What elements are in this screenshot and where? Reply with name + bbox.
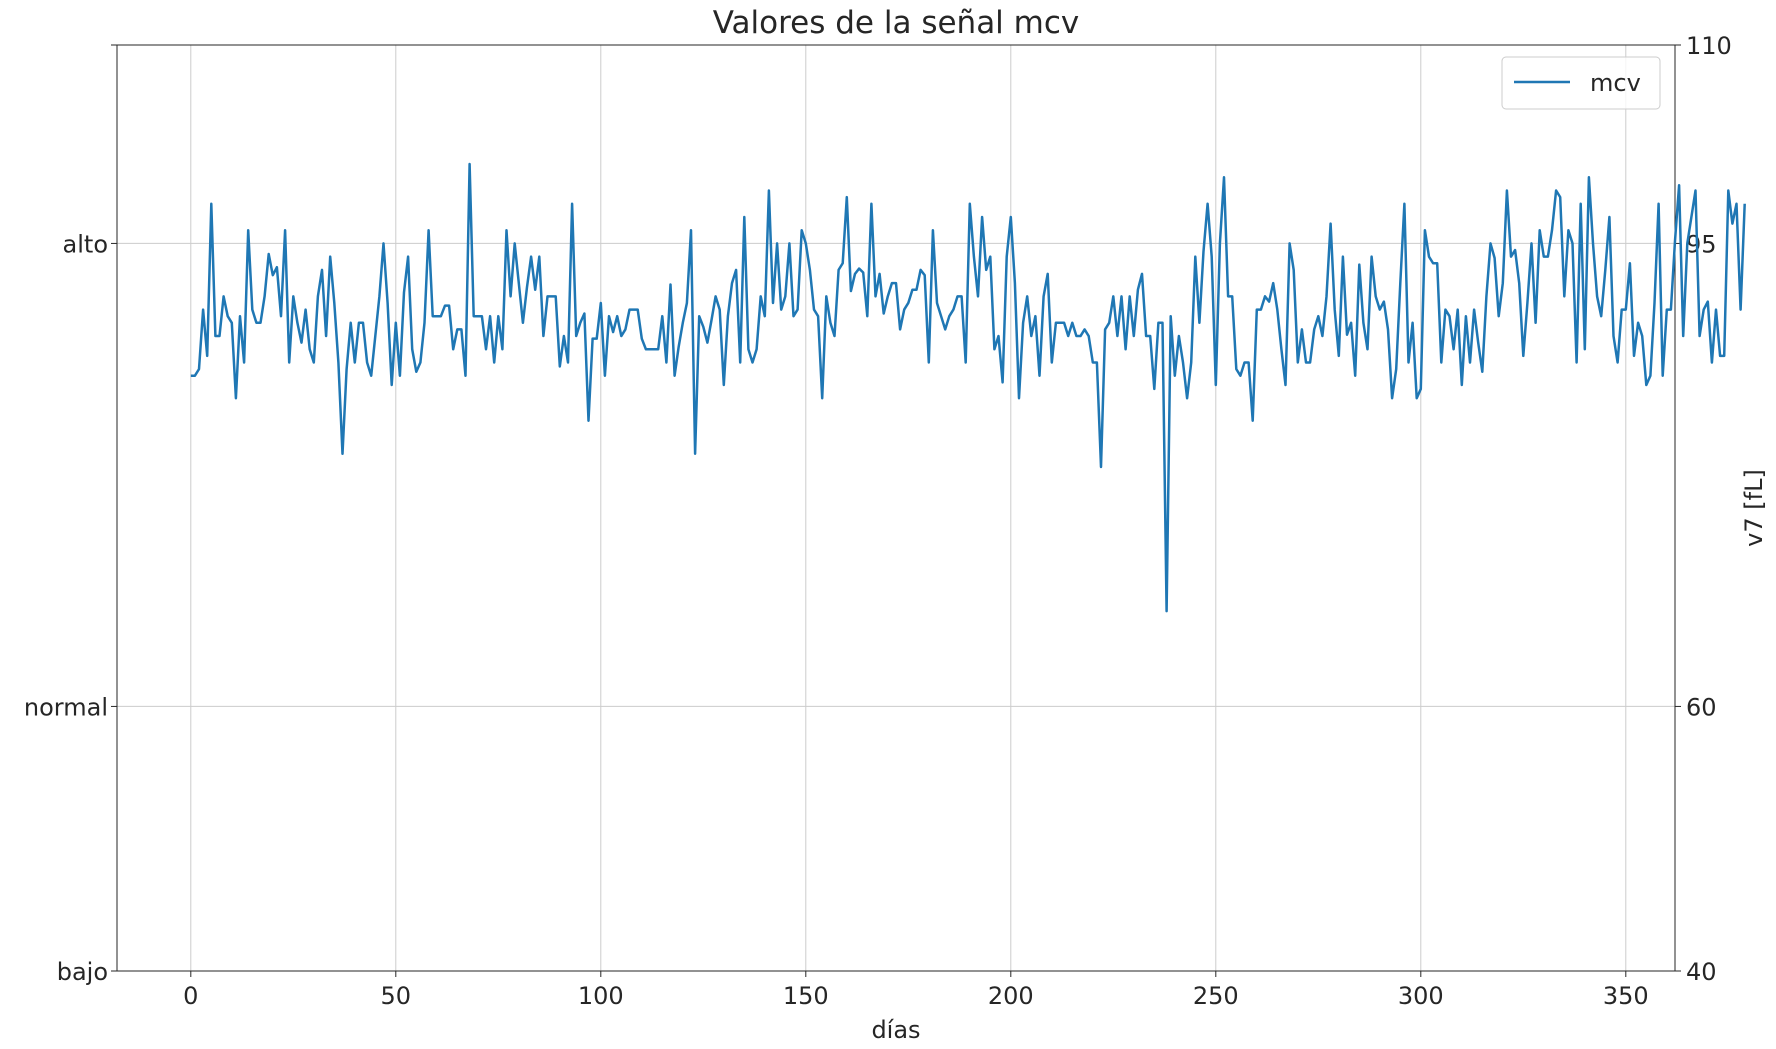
chart-title: Valores de la señal mcv	[713, 5, 1080, 41]
x-tick-label: 300	[1398, 982, 1444, 1010]
right-tick-label: 95	[1686, 230, 1717, 258]
x-tick-label: 200	[988, 982, 1034, 1010]
x-tick-label: 150	[783, 982, 829, 1010]
x-tick-label: 50	[381, 982, 412, 1010]
right-tick-label: 110	[1686, 32, 1732, 60]
right-tick-label: 60	[1686, 693, 1717, 721]
x-axis-label: días	[871, 1016, 920, 1044]
legend-box	[1501, 56, 1661, 110]
series-layer	[190, 162, 1746, 613]
x-tick-label: 0	[183, 982, 198, 1010]
x-axis: 0 50 100 150 200 250 300 350	[183, 971, 1649, 1010]
left-axis: bajo normal alto	[24, 44, 117, 986]
x-tick-label: 100	[578, 982, 624, 1010]
right-axis-label: v7 [fL]	[1740, 469, 1768, 547]
legend: mcv	[1501, 56, 1661, 110]
x-tick-label: 350	[1603, 982, 1649, 1010]
right-axis: 40 60 95 110	[1675, 32, 1732, 986]
right-tick-label: 40	[1686, 958, 1717, 986]
x-tick-label: 250	[1193, 982, 1239, 1010]
left-tick-label: bajo	[57, 958, 108, 986]
plot-frame	[116, 44, 1676, 972]
legend-label-mcv: mcv	[1590, 69, 1641, 97]
left-tick-label: normal	[24, 693, 108, 721]
left-tick-label: alto	[63, 230, 108, 258]
series-line-mcv	[190, 162, 1746, 613]
